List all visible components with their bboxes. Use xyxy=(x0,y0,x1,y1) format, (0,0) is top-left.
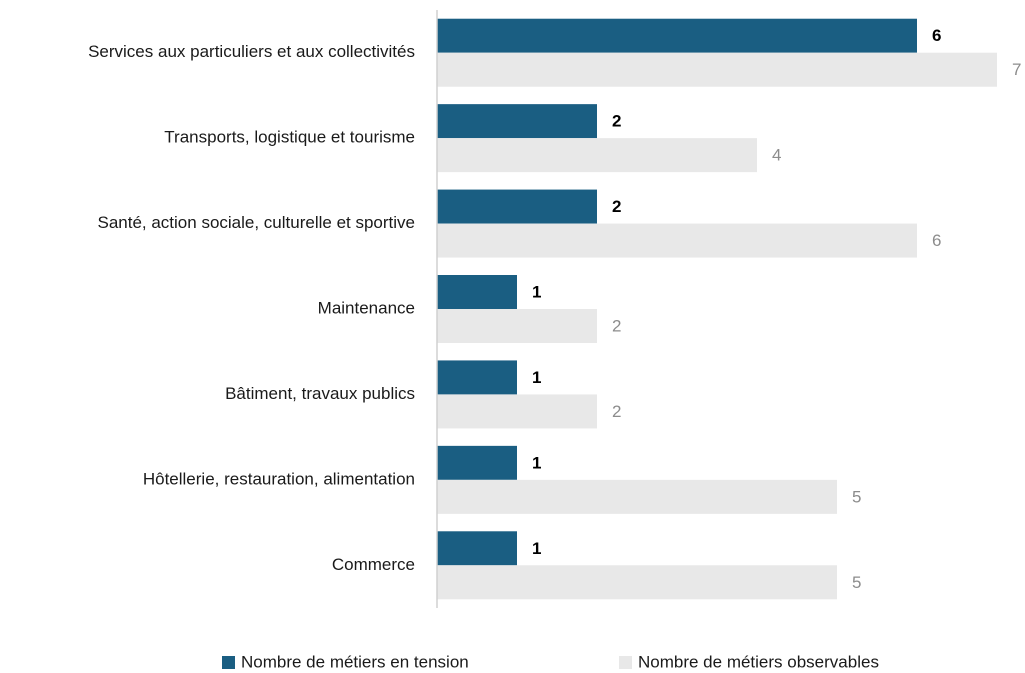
data-label: 2 xyxy=(612,197,621,216)
y-tick-label: Transports, logistique et tourisme xyxy=(164,128,415,147)
y-tick-label: Maintenance xyxy=(318,298,415,317)
y-tick-label: Services aux particuliers et aux collect… xyxy=(88,42,415,61)
data-label: 6 xyxy=(932,231,941,250)
bar xyxy=(437,275,517,309)
data-label: 2 xyxy=(612,402,621,421)
bar xyxy=(437,531,517,566)
bar xyxy=(437,565,837,600)
bar xyxy=(437,104,597,139)
legend-label: Nombre de métiers en tension xyxy=(241,652,469,671)
data-label: 1 xyxy=(532,453,541,472)
y-tick-label: Hôtellerie, restauration, alimentation xyxy=(143,469,415,488)
data-label: 1 xyxy=(532,368,541,387)
data-label: 2 xyxy=(612,112,621,131)
data-label: 7 xyxy=(1012,60,1021,79)
bar xyxy=(437,52,997,87)
y-tick-label: Bâtiment, travaux publics xyxy=(225,384,415,403)
bar xyxy=(437,394,597,429)
data-label: 4 xyxy=(772,146,781,165)
data-label: 5 xyxy=(852,487,861,506)
data-label: 1 xyxy=(532,539,541,558)
legend-swatch xyxy=(619,656,632,669)
data-label: 6 xyxy=(932,26,941,45)
bar xyxy=(437,360,517,395)
bar xyxy=(437,18,917,53)
bar xyxy=(437,138,757,173)
legend-label: Nombre de métiers observables xyxy=(638,652,879,671)
data-label: 5 xyxy=(852,573,861,592)
bar xyxy=(437,223,917,258)
data-label: 1 xyxy=(532,282,541,301)
legend-swatch xyxy=(222,656,235,669)
bar xyxy=(437,479,837,514)
y-tick-label: Commerce xyxy=(332,555,415,574)
bar xyxy=(437,445,517,480)
data-label: 2 xyxy=(612,316,621,335)
y-tick-label: Santé, action sociale, culturelle et spo… xyxy=(97,213,415,232)
bar xyxy=(437,309,597,343)
bar xyxy=(437,189,597,224)
